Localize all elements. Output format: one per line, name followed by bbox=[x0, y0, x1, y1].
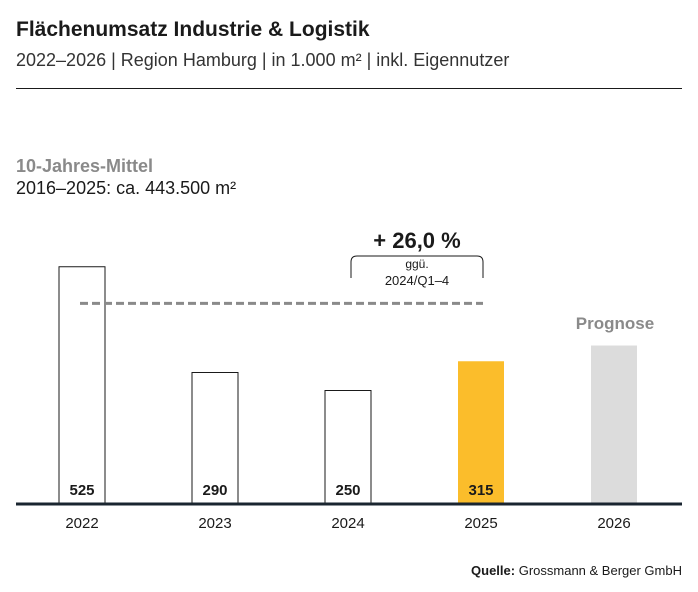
chart-subtitle: 2022–2026 | Region Hamburg | in 1.000 m²… bbox=[16, 50, 510, 70]
bar-2023 bbox=[191, 372, 239, 504]
header-divider bbox=[16, 88, 682, 89]
change-note-line1: ggü. bbox=[405, 257, 428, 271]
change-value: + 26,0 % bbox=[373, 228, 460, 253]
x-tick-label: 2024 bbox=[331, 515, 364, 532]
average-label: 10-Jahres-Mittel bbox=[16, 156, 154, 176]
bar-value-label: 290 bbox=[202, 482, 227, 499]
bar-2024 bbox=[324, 390, 372, 504]
average-value: 2016–2025: ca. 443.500 m² bbox=[16, 178, 237, 198]
source-note: Quelle: Grossmann & Berger GmbH bbox=[471, 563, 682, 578]
forecast-label: Prognose bbox=[576, 314, 654, 333]
x-tick-label: 2022 bbox=[65, 515, 98, 532]
x-tick-label: 2025 bbox=[464, 515, 497, 532]
bar-value-label: 250 bbox=[335, 482, 360, 499]
source-label: Quelle: bbox=[471, 563, 516, 578]
x-tick-label: 2023 bbox=[198, 515, 231, 532]
chart-title: Flächenumsatz Industrie & Logistik bbox=[16, 18, 370, 41]
bar-value-label: 315 bbox=[468, 482, 493, 499]
change-note-line2: 2024/Q1–4 bbox=[385, 273, 449, 288]
bar-2026 bbox=[591, 345, 637, 503]
source-text: Grossmann & Berger GmbH bbox=[518, 563, 682, 578]
x-tick-label: 2026 bbox=[597, 515, 630, 532]
bar-2025 bbox=[458, 361, 504, 503]
change-bracket bbox=[350, 255, 484, 278]
bar-value-label: 525 bbox=[69, 482, 94, 499]
